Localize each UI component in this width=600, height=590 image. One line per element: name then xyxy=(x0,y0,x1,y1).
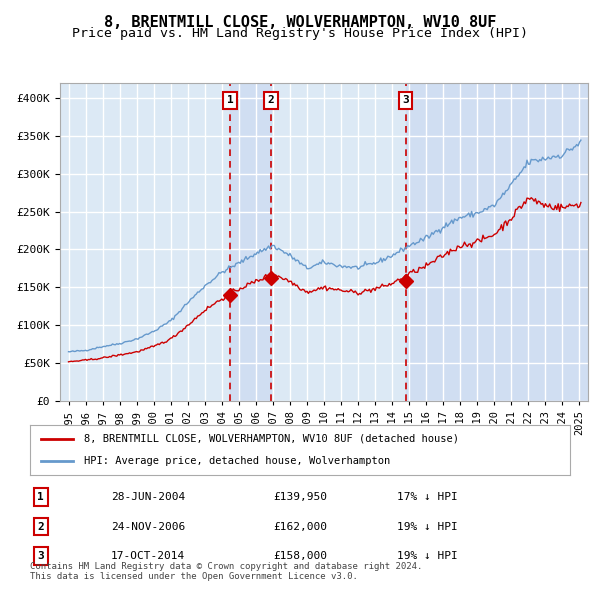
Text: £158,000: £158,000 xyxy=(273,551,327,561)
Text: 28-JUN-2004: 28-JUN-2004 xyxy=(111,492,185,502)
Text: 1: 1 xyxy=(227,96,233,106)
Text: 3: 3 xyxy=(37,551,44,561)
Text: £139,950: £139,950 xyxy=(273,492,327,502)
Text: 1: 1 xyxy=(37,492,44,502)
Text: 17-OCT-2014: 17-OCT-2014 xyxy=(111,551,185,561)
Bar xyxy=(406,83,588,401)
Text: HPI: Average price, detached house, Wolverhampton: HPI: Average price, detached house, Wolv… xyxy=(84,456,390,466)
Text: £162,000: £162,000 xyxy=(273,522,327,532)
Text: 2: 2 xyxy=(268,96,275,106)
Text: 3: 3 xyxy=(402,96,409,106)
Bar xyxy=(230,83,271,401)
Text: 19% ↓ HPI: 19% ↓ HPI xyxy=(397,522,458,532)
Text: 8, BRENTMILL CLOSE, WOLVERHAMPTON, WV10 8UF (detached house): 8, BRENTMILL CLOSE, WOLVERHAMPTON, WV10 … xyxy=(84,434,459,444)
Text: 8, BRENTMILL CLOSE, WOLVERHAMPTON, WV10 8UF: 8, BRENTMILL CLOSE, WOLVERHAMPTON, WV10 … xyxy=(104,15,496,30)
Text: 17% ↓ HPI: 17% ↓ HPI xyxy=(397,492,458,502)
Text: 24-NOV-2006: 24-NOV-2006 xyxy=(111,522,185,532)
Text: Price paid vs. HM Land Registry's House Price Index (HPI): Price paid vs. HM Land Registry's House … xyxy=(72,27,528,40)
Text: Contains HM Land Registry data © Crown copyright and database right 2024.
This d: Contains HM Land Registry data © Crown c… xyxy=(30,562,422,581)
Text: 19% ↓ HPI: 19% ↓ HPI xyxy=(397,551,458,561)
Text: 2: 2 xyxy=(37,522,44,532)
